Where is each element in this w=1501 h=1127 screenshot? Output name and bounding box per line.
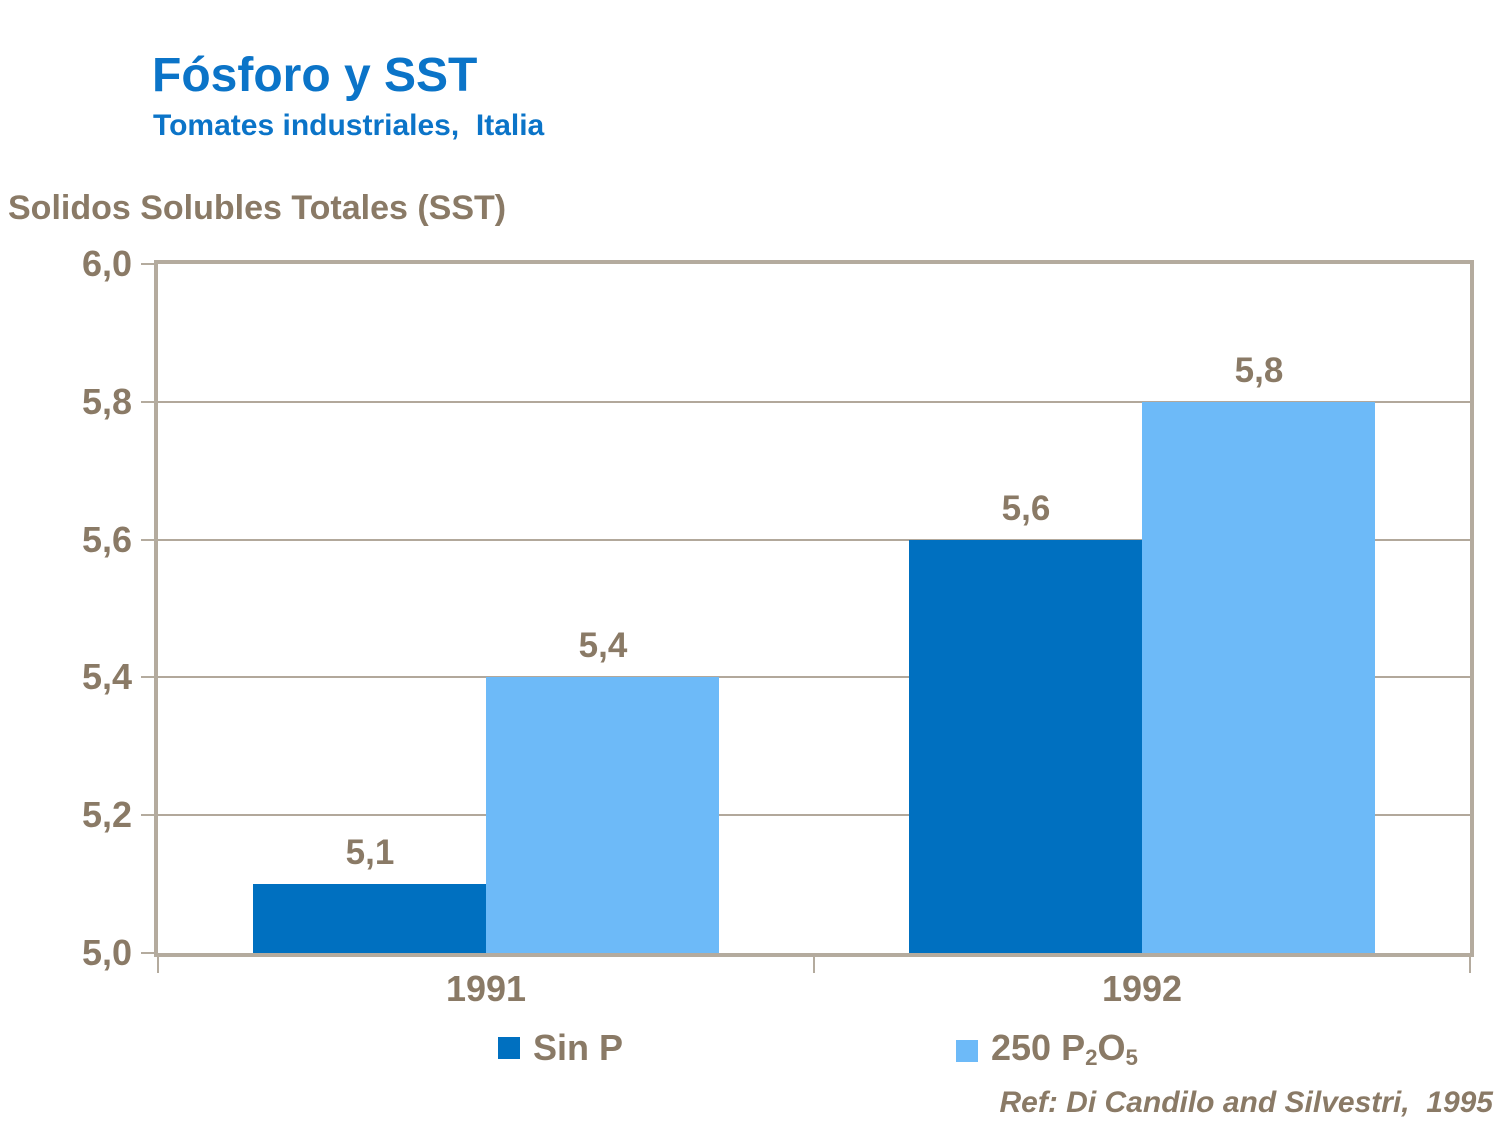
x-category-label: 1992: [1101, 968, 1183, 1009]
bar-1991-250-p2o5: [486, 677, 719, 953]
x-tick-mark: [1469, 957, 1471, 973]
legend-item-250-p2o5: 250 P2O5: [956, 1026, 1138, 1075]
bar-1992-sin-p: [909, 540, 1142, 953]
y-tick-mark: [141, 952, 158, 954]
y-tick-mark: [141, 539, 158, 541]
y-tick-label: 5,6: [81, 519, 132, 560]
legend-item-sin-p: Sin P: [498, 1026, 623, 1070]
gridline: [158, 401, 1470, 403]
value-label: 5,1: [345, 833, 395, 872]
y-tick-label: 5,8: [81, 381, 132, 422]
chart-title: Fósforo y SST: [152, 49, 478, 102]
bar-1992-250-p2o5: [1142, 402, 1375, 953]
value-label: 5,8: [1234, 351, 1284, 390]
y-tick-label: 5,4: [81, 656, 132, 697]
x-tick-mark: [157, 957, 159, 973]
bar-1991-sin-p: [253, 884, 486, 953]
y-tick-mark: [141, 401, 158, 403]
y-axis-title: Solidos Solubles Totales (SST): [8, 189, 507, 227]
legend-swatch: [956, 1039, 978, 1062]
reference-note: Ref: Di Candilo and Silvestri, 1995: [999, 1086, 1493, 1119]
x-tick-mark: [813, 957, 815, 973]
chart-subtitle: Tomates industriales, Italia: [153, 109, 545, 142]
y-tick-label: 5,2: [81, 794, 132, 835]
y-tick-mark: [141, 676, 158, 678]
x-category-label: 1991: [445, 968, 527, 1009]
plot-area: 5,1 5,4 5,6 5,8: [154, 260, 1474, 957]
gridline: [158, 539, 1470, 541]
legend-label: 250 P2O5: [991, 1027, 1138, 1071]
legend-swatch: [498, 1037, 520, 1059]
value-label: 5,4: [578, 626, 628, 665]
gridline: [158, 676, 1470, 678]
y-tick-label: 6,0: [81, 243, 132, 284]
y-tick-label: 5,0: [81, 932, 132, 973]
y-tick-mark: [141, 263, 158, 265]
y-tick-mark: [141, 814, 158, 816]
legend-label: Sin P: [533, 1027, 624, 1068]
value-label: 5,6: [1001, 489, 1051, 528]
gridline: [158, 814, 1470, 816]
